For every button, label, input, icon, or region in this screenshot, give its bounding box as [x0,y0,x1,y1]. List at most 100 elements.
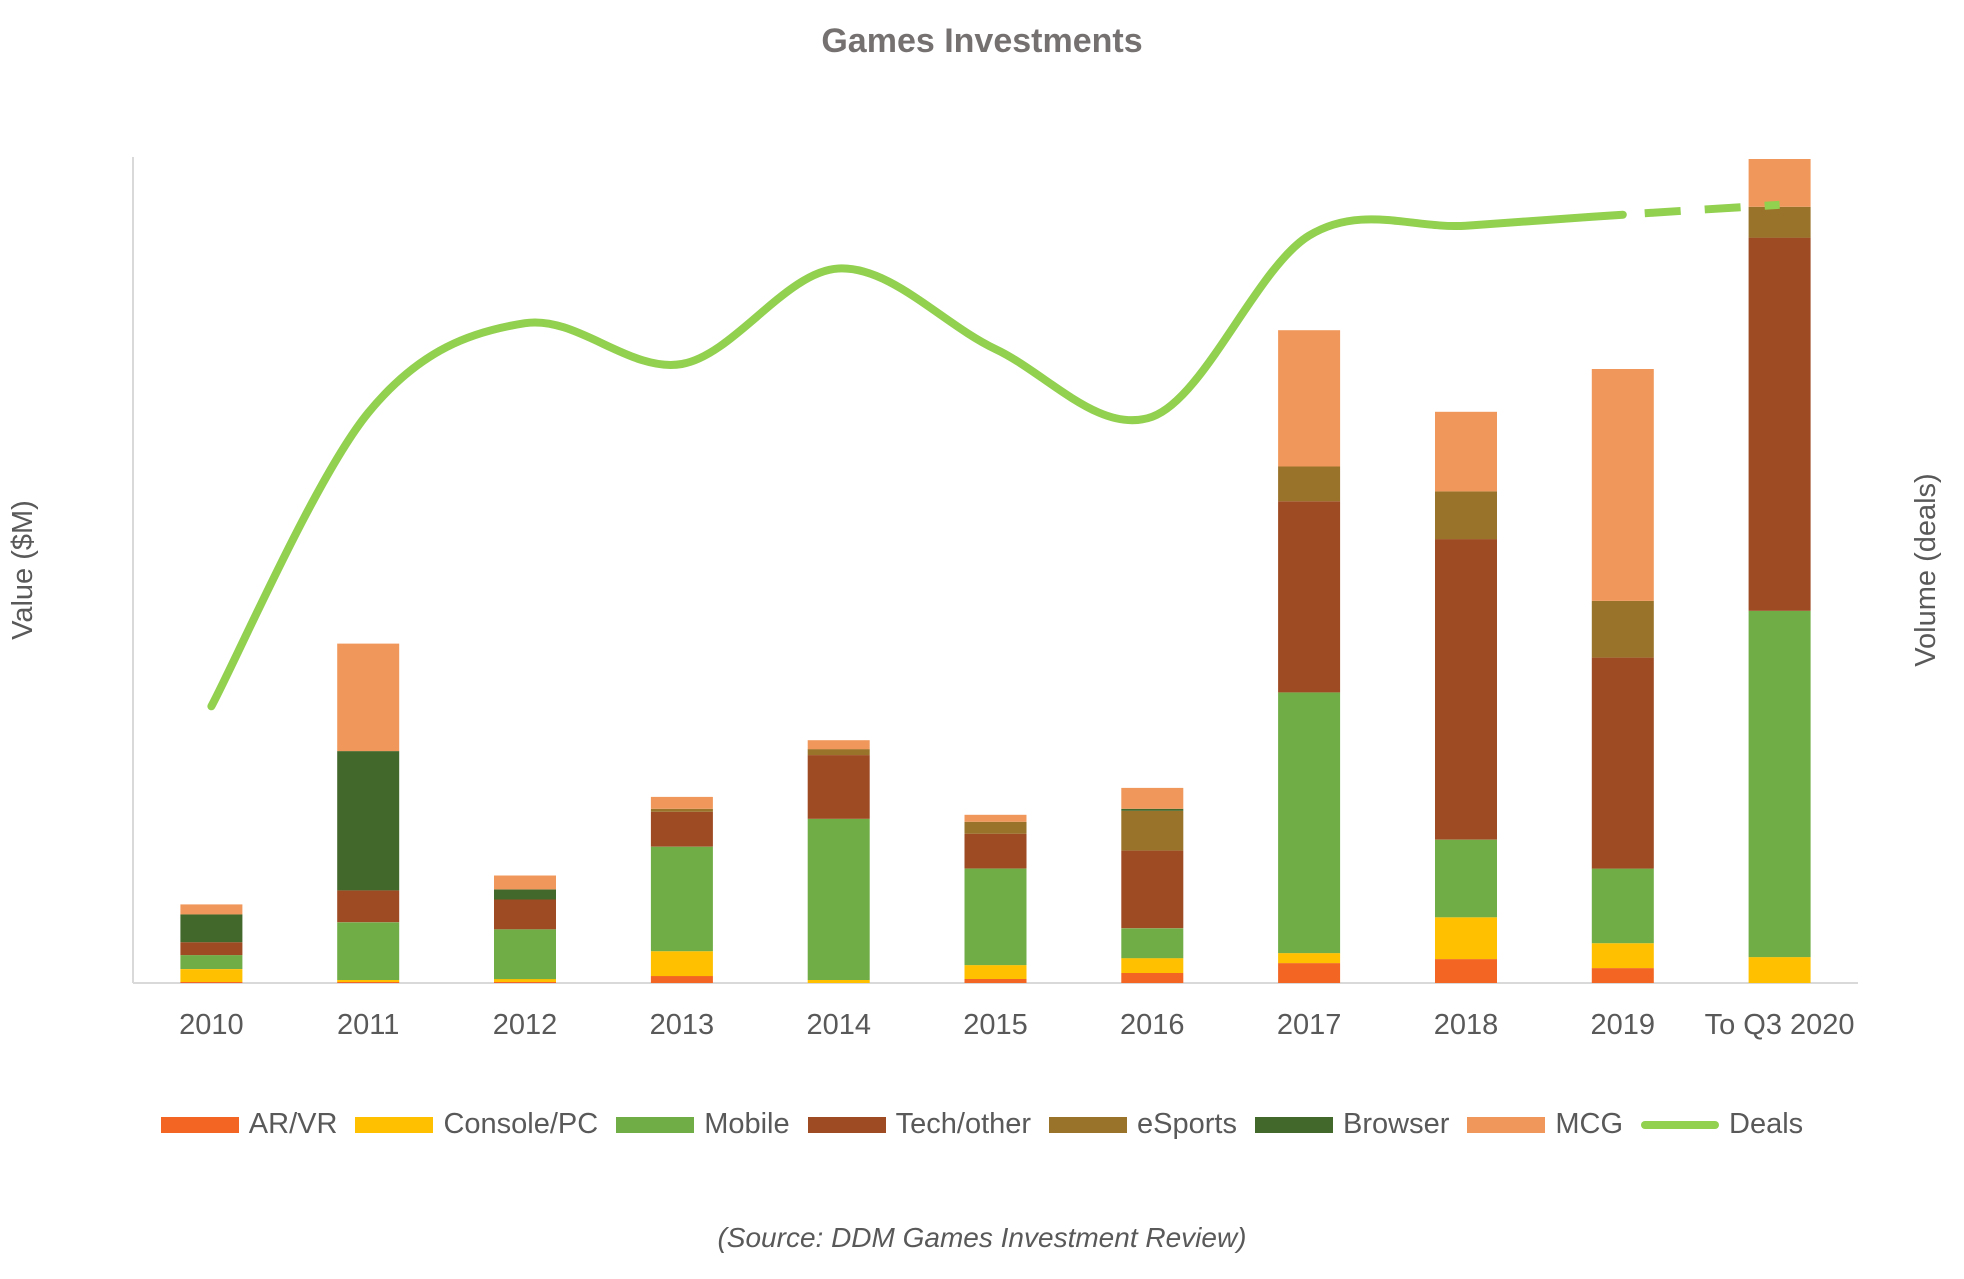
y-axis-label: Value ($M) [7,500,39,640]
legend-swatch [1049,1116,1128,1133]
bar-segment [180,942,243,956]
bar-segment [964,868,1027,966]
bar-segment [1121,808,1184,811]
bar-segment [494,929,556,980]
bar-segment [1121,958,1184,973]
bar-segment [1748,159,1811,207]
bar-segment [1278,963,1341,983]
bar-segment [807,755,870,819]
x-tick-label: 2018 [1434,1009,1499,1041]
deals-line-group [207,200,1780,711]
legend-item: Tech/other [807,1108,1032,1141]
bar-segment [1435,839,1497,918]
bar-segment [1748,957,1811,983]
bar-segment [1435,411,1497,492]
bar-segment [1591,600,1654,658]
bar-segment [1278,466,1341,502]
bar-segment [1435,959,1497,983]
bar-segment [180,969,243,982]
bar-segment [807,980,870,983]
bar-segment [1278,501,1341,693]
legend-label: Mobile [704,1108,790,1140]
bar-segment [964,965,1027,979]
bar-segment [337,643,400,752]
x-tick-label: 2011 [337,1009,399,1041]
bar-segment [1748,237,1811,611]
bar-segment [964,979,1027,983]
bar-segment [1748,610,1811,958]
legend-swatch [1255,1116,1333,1133]
bar-segment [1591,943,1654,969]
legend-label: Console/PC [443,1108,599,1140]
bar-segment [180,982,243,983]
bar-segment [1591,369,1654,601]
bar-segment [337,890,400,923]
x-tick-label: 2014 [806,1009,871,1041]
bar-segment [1435,917,1497,960]
bar-segment [494,979,556,982]
bar-segment [1121,850,1184,929]
legend-swatch [355,1116,434,1133]
x-tick-label: 2016 [1120,1009,1185,1041]
bar-segment [180,904,243,915]
y2-axis-label: Volume (deals) [1910,473,1942,666]
x-tick-label: 2010 [179,1009,244,1041]
legend-item: eSports [1049,1108,1237,1141]
bar-segment [1278,953,1341,964]
bar-segment [964,833,1027,869]
bar-segment [650,846,713,952]
bar-segment [337,982,400,983]
legend-item: Browser [1255,1108,1449,1141]
bar-segment [180,914,243,943]
legend-label: Browser [1343,1108,1450,1140]
bar-segment [494,889,556,900]
legend-label: eSports [1137,1108,1237,1140]
bar-segment [337,922,400,980]
bar-segment [494,899,556,930]
source-note: (Source: DDM Games Investment Review) [717,1222,1247,1253]
bar-segment [807,740,870,750]
bar-segment [1591,868,1654,944]
x-tick-label: 2015 [963,1009,1028,1041]
bar-segment [964,821,1027,834]
bar-segment [1591,657,1654,869]
bar-segment [650,951,713,977]
legend-item: Mobile [616,1108,790,1141]
legend-label: Tech/other [895,1108,1032,1140]
legend: AR/VR Console/PC Mobile Tech/other eSports Br… [0,1108,1964,1141]
bar-segment [1748,206,1811,238]
x-tick-label: 2012 [493,1009,558,1041]
bar-segment [1278,330,1341,467]
bar-segment [494,875,556,890]
x-tick-labels: 2010 2011 2012 2013 2014 2015 2016 2017 2018 2019… [179,1009,1854,1041]
legend-label: Deals [1729,1108,1804,1140]
bar-segment [1278,692,1341,954]
bar-segment [180,955,243,969]
chart-title: Games Investments [821,22,1143,60]
legend-swatch [616,1116,695,1133]
legend-item: AR/VR [160,1108,338,1141]
x-tick-label: 2013 [650,1009,715,1041]
bar-segment [494,982,556,983]
legend-swatch [1467,1116,1546,1133]
bar-segment [1435,539,1497,840]
bar-segment [1121,973,1184,983]
legend-swatch [160,1116,239,1133]
x-tick-label: 2019 [1591,1009,1656,1041]
legend-item: MCG [1467,1108,1623,1141]
bar-segment [650,796,713,809]
legend-label: MCG [1555,1108,1624,1140]
legend-line-swatch [1641,1120,1720,1129]
bar-segment [1121,810,1184,851]
legend-swatch [807,1116,886,1133]
x-tick-label: To Q3 2020 [1705,1009,1855,1041]
bar-segment [807,749,870,756]
bar-segment [650,811,713,847]
legend-item: Console/PC [355,1108,598,1141]
bar-segment [337,980,400,982]
bar-segment [650,808,713,812]
bar-segment [964,814,1027,822]
legend-label: AR/VR [248,1108,338,1140]
bar-segment [650,976,713,983]
